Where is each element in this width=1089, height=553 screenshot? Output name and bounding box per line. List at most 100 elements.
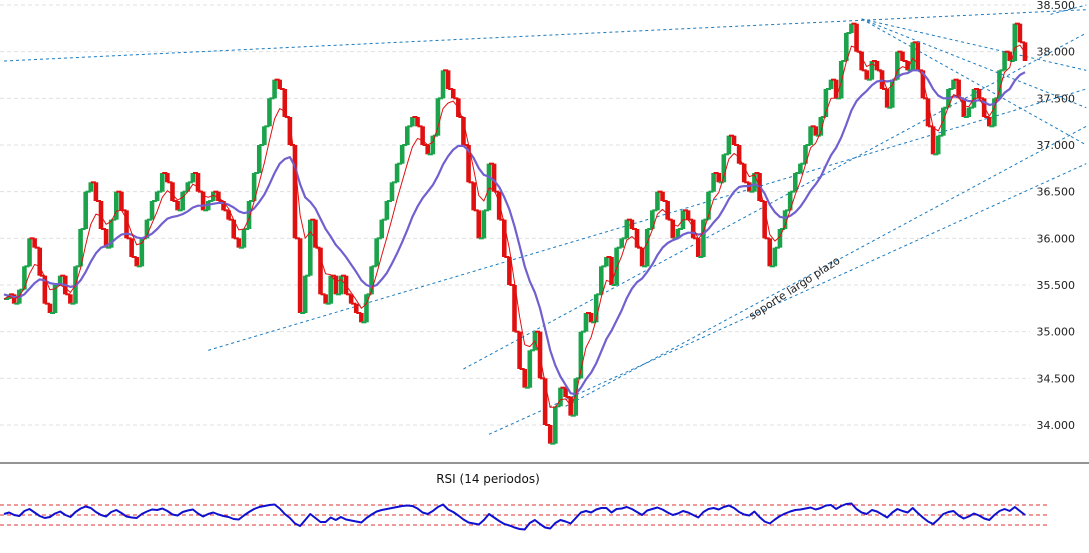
candle-up (701, 219, 706, 257)
candle-up (895, 51, 900, 80)
candle-down (348, 294, 354, 304)
candle-up (803, 145, 808, 164)
candle-up (180, 191, 185, 211)
candle-up (726, 135, 732, 155)
candle-up (328, 275, 334, 304)
y-tick-label: 38.000 (1037, 46, 1076, 59)
candle-down (670, 219, 676, 239)
candle-down (961, 98, 967, 117)
candle-up (721, 154, 727, 183)
moving-average-fast (3, 44, 1026, 408)
y-tick-label: 37.500 (1037, 92, 1076, 105)
candle-down (221, 201, 226, 211)
candle-up (114, 191, 119, 220)
resistance-trendline (3, 9, 1087, 62)
rsi-panel (0, 502, 1050, 531)
candle-down (884, 89, 890, 108)
candle-down (716, 173, 721, 183)
candle-down (445, 70, 451, 89)
candle-down (103, 229, 109, 248)
candle-down (925, 98, 931, 127)
candle-down (741, 163, 747, 183)
candle-down (634, 229, 640, 248)
y-tick-label: 36.000 (1037, 232, 1076, 245)
candle-up (88, 182, 94, 192)
candle-up (144, 219, 150, 239)
candle-down (415, 117, 420, 127)
candle-up (711, 173, 716, 192)
candle-up (211, 191, 216, 201)
candle-down (736, 145, 742, 164)
candle-up (553, 406, 558, 444)
candle-up (246, 201, 252, 229)
candle-down (507, 257, 512, 285)
candle-up (78, 229, 83, 267)
candle-up (997, 70, 1002, 99)
candle-up (644, 229, 650, 267)
candle-down (1007, 51, 1012, 61)
candle-up (154, 191, 160, 201)
candle-down (986, 117, 992, 127)
y-axis-ticks: 38.500 38.000 37.500 37.000 36.500 36.000 35.5… (1037, 0, 1076, 432)
candle-down (68, 294, 73, 304)
candle-down (920, 70, 926, 99)
candle-up (267, 98, 272, 127)
candle-down (900, 51, 905, 61)
candle-up (364, 294, 369, 323)
candle-up (706, 191, 711, 220)
candle-down (425, 145, 431, 155)
candle-up (379, 219, 385, 239)
candle-up (527, 350, 533, 388)
candle-up (185, 182, 191, 192)
candle-up (624, 219, 630, 239)
candle-down (216, 191, 221, 201)
candle-down (236, 238, 242, 248)
candle-up (251, 173, 257, 201)
candle-down (854, 23, 859, 52)
candle-down (665, 201, 670, 220)
candle-up (593, 294, 599, 323)
candle-up (256, 145, 262, 173)
candle-up (935, 135, 941, 155)
candle-up (369, 266, 374, 295)
candle-up (752, 173, 757, 192)
candle-down (195, 173, 201, 192)
candle-up (399, 145, 405, 164)
candle-down (930, 126, 936, 155)
candle-down (864, 70, 870, 80)
candle-up (302, 275, 308, 313)
top-trendline (1050, 4, 1087, 15)
candle-down (333, 275, 339, 295)
candle-up (787, 191, 793, 211)
candle-down (660, 191, 665, 201)
candle-up (389, 182, 395, 201)
candle-up (430, 135, 436, 155)
candle-down (762, 201, 767, 239)
candle-up (951, 79, 956, 89)
candle-up (777, 229, 783, 248)
candle-down (905, 61, 910, 71)
rsi-line (3, 502, 1026, 531)
candle-up (573, 378, 579, 416)
candle-up (910, 42, 915, 71)
candle-down (874, 61, 880, 71)
candle-up (1012, 23, 1018, 62)
candle-down (353, 303, 359, 313)
candle-down (833, 79, 839, 99)
candle-down (420, 126, 425, 145)
candle-down (522, 369, 528, 388)
candle-down (501, 219, 507, 257)
candle-up (650, 210, 655, 229)
candle-up (619, 238, 625, 248)
candle-down (318, 247, 323, 295)
candle-down (491, 163, 497, 192)
channel-top-trendline (463, 32, 1087, 370)
candle-down (461, 117, 466, 145)
candle-down (287, 117, 293, 145)
rsi-panel-title: RSI (14 periodos) (436, 472, 540, 486)
candle-up (889, 79, 895, 108)
candle-down (277, 79, 282, 89)
channel-mid-trendline (488, 163, 1087, 435)
candle-down (170, 182, 175, 201)
candle-down (767, 238, 773, 267)
